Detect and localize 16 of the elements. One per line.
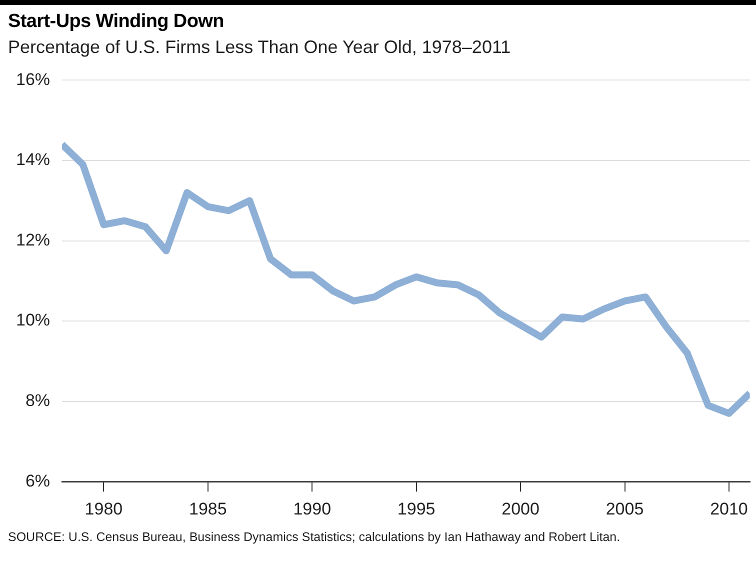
x-tick-label: 1985	[189, 499, 227, 518]
x-tick-label: 2010	[710, 499, 748, 518]
y-tick-label: 10%	[16, 310, 50, 330]
x-tick-label: 2000	[502, 499, 540, 518]
source-note: SOURCE: U.S. Census Bureau, Business Dynamics Statistics; calculations by Ian Hathaway and Robert Litan.	[8, 530, 622, 544]
x-tick-label: 1990	[293, 499, 332, 518]
x-tick-label: 1995	[397, 499, 436, 518]
y-tick-label: 8%	[25, 391, 50, 410]
chart-subtitle: Percentage of U.S. Firms Less Than One Year Old, 1978–2011	[8, 37, 512, 58]
x-tick-label: 1980	[84, 499, 123, 518]
chart-title: Start-Ups Winding Down	[8, 11, 225, 33]
y-tick-label: 14%	[16, 150, 50, 170]
y-tick-label: 6%	[25, 471, 50, 490]
y-tick-label: 16%	[16, 70, 50, 89]
y-tick-label: 12%	[16, 230, 50, 250]
x-tick-label: 2005	[606, 499, 644, 518]
